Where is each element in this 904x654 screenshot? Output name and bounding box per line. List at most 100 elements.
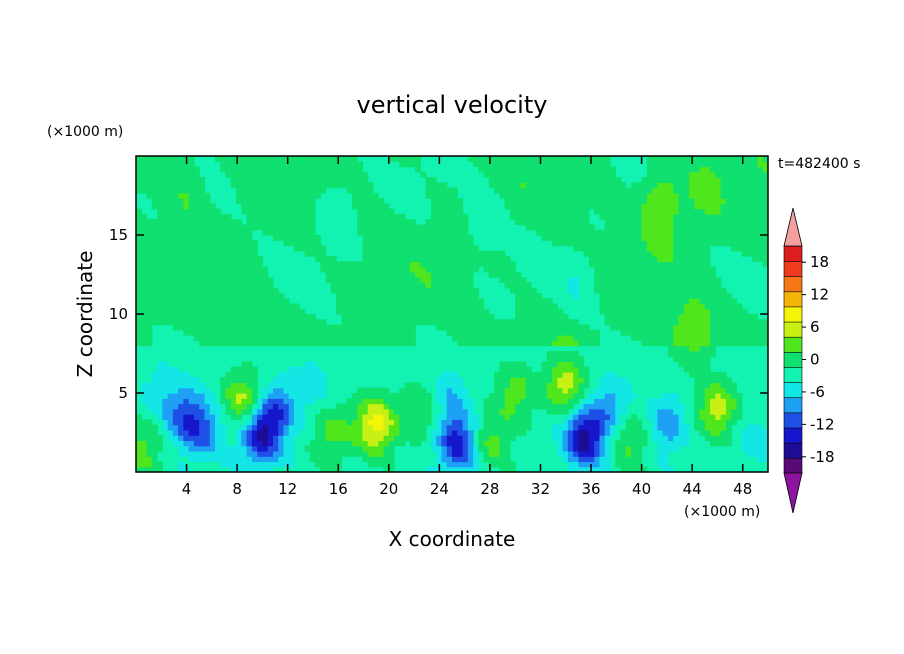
field-cell [715,424,722,431]
field-cell [552,240,558,247]
field-cell [409,266,416,273]
field-cell [657,198,664,204]
field-cell [610,177,616,183]
field-cell [557,177,564,183]
field-cell [689,213,695,220]
field-cell [183,445,190,452]
field-cell [520,319,527,326]
field-cell [241,298,248,305]
field-cell [294,324,300,331]
field-cell [294,229,300,236]
field-cell [315,245,321,252]
field-cell [504,466,511,472]
field-cell [725,314,732,320]
field-cell [536,203,543,210]
field-cell [336,308,342,315]
field-cell [309,456,316,463]
field-cell [257,408,263,415]
field-cell [330,156,337,162]
field-cell [225,271,232,278]
field-cell [699,377,706,384]
field-cell [204,340,211,347]
field-cell [409,229,416,236]
field-cell [567,277,574,283]
field-cell [694,198,701,204]
field-cell [320,161,327,168]
field-cell [351,419,358,426]
field-cell [567,361,574,368]
field-cell [462,261,469,268]
field-cell [193,250,200,257]
field-cell [336,340,342,347]
field-cell [636,440,643,447]
field-cell [436,387,443,394]
field-cell [557,356,564,362]
field-cell [225,387,232,394]
field-cell [515,298,522,305]
field-cell [567,224,574,231]
field-cell [704,198,711,204]
field-cell [588,187,595,194]
field-cell [441,466,448,472]
field-cell [473,156,479,162]
field-cell [257,303,263,310]
field-cell [388,424,395,431]
field-cell [357,198,364,204]
field-cell [183,245,190,252]
field-cell [251,292,258,299]
field-cell [236,224,242,231]
field-cell [315,456,321,463]
field-cell [193,219,200,226]
field-cell [141,245,148,252]
field-cell [499,271,506,278]
field-cell [631,266,637,273]
field-cell [262,314,269,320]
field-cell [278,208,285,215]
field-cell [157,461,163,468]
field-cell [452,424,458,431]
field-cell [388,256,395,262]
field-cell [425,303,432,310]
field-cell [599,456,606,463]
field-cell [162,387,169,394]
field-cell [752,435,759,441]
field-cell [457,461,464,468]
field-cell [531,161,537,168]
field-cell [520,371,527,378]
field-cell [320,419,327,426]
field-cell [162,424,169,431]
field-cell [452,203,458,210]
field-cell [710,235,716,241]
field-cell [710,208,716,215]
field-cell [494,414,500,420]
field-cell [536,182,543,189]
field-cell [183,403,190,410]
field-cell [362,303,369,310]
field-cell [610,429,616,436]
field-cell [404,324,411,331]
field-cell [667,277,674,283]
field-cell [167,156,174,162]
field-cell [467,308,474,315]
field-cell [415,429,421,436]
field-cell [483,435,490,441]
field-cell [720,161,727,168]
field-cell [678,235,685,241]
field-cell [578,461,585,468]
field-cell [215,282,221,289]
field-cell [746,198,753,204]
field-cell [546,377,553,384]
field-cell [388,245,395,252]
field-cell [373,208,379,215]
field-cell [420,303,427,310]
field-cell [378,213,385,220]
field-cell [667,245,674,252]
field-cell [652,256,658,262]
field-cell [583,382,590,389]
field-cell [667,219,674,226]
field-cell [752,235,759,241]
field-cell [625,324,632,331]
field-cell [257,287,263,294]
field-cell [610,245,616,252]
field-cell [362,171,369,178]
